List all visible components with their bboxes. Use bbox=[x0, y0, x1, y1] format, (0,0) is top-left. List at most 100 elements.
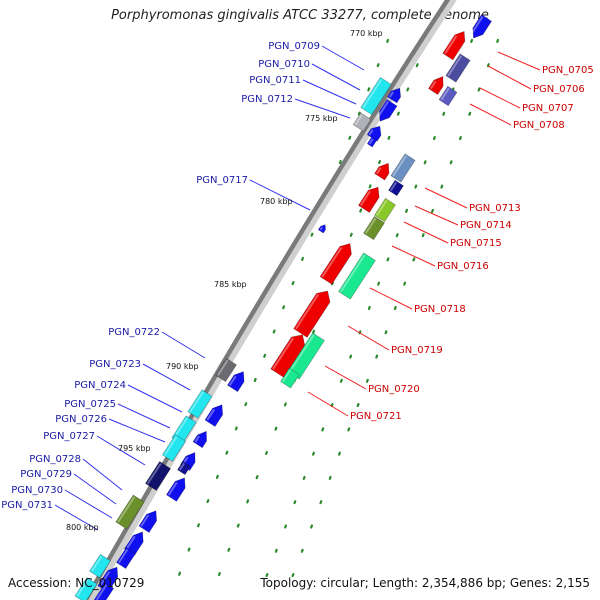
gene-label-left: PGN_0711 bbox=[249, 75, 301, 86]
gene-arrow bbox=[166, 477, 186, 502]
gene-arrow bbox=[293, 290, 331, 338]
gene-feature bbox=[319, 243, 352, 285]
gene-highlight bbox=[354, 114, 363, 126]
gene-highlight bbox=[95, 584, 108, 600]
gene-feature bbox=[428, 76, 444, 95]
position-tick-label: 795 kbp bbox=[118, 444, 151, 453]
gene-label-left: PGN_0709 bbox=[268, 41, 320, 52]
gene-label-left: PGN_0722 bbox=[108, 327, 160, 338]
gene-feature bbox=[438, 85, 458, 107]
leader-line-right bbox=[497, 51, 541, 71]
gene-feature bbox=[469, 14, 492, 39]
gene-feature bbox=[293, 290, 331, 338]
gene-highlight bbox=[288, 334, 315, 373]
gene-highlight bbox=[392, 155, 408, 177]
gene-label-left: PGN_0712 bbox=[241, 94, 293, 105]
gene-highlight bbox=[76, 578, 89, 597]
position-ticks: 770 kbp 775 kbp 780 kbp 785 kbp 790 kbp 795 k… bbox=[66, 29, 383, 532]
gene-label-right: PGN_0707 bbox=[522, 103, 574, 114]
position-tick-label: 780 kbp bbox=[260, 197, 293, 206]
gene-highlight bbox=[375, 199, 388, 216]
gene-highlight bbox=[167, 481, 178, 496]
leader-line-right bbox=[324, 365, 367, 390]
gene-arrow bbox=[162, 434, 186, 462]
gene-highlight bbox=[163, 436, 178, 456]
gene-highlight bbox=[469, 16, 484, 36]
gene-arrow bbox=[319, 243, 352, 285]
gene-arrow bbox=[227, 371, 245, 393]
gene-highlight bbox=[178, 462, 185, 471]
gene-feature bbox=[390, 153, 416, 183]
gene-feature bbox=[215, 357, 237, 383]
leader-line-right bbox=[424, 187, 468, 209]
gene-label-left: PGN_0728 bbox=[29, 454, 81, 465]
gene-labels: PGN_0709 PGN_0710 PGN_0711 PGN_0712 PGN_0717… bbox=[1, 41, 593, 511]
gene-arrow bbox=[187, 389, 213, 419]
leader-line-right bbox=[347, 325, 390, 351]
gene-feature bbox=[338, 252, 376, 300]
position-tick-label: 770 kbp bbox=[350, 29, 383, 38]
gene-highlight bbox=[321, 246, 343, 278]
gene-highlight bbox=[429, 80, 437, 90]
leader-line-left bbox=[108, 418, 166, 443]
gene-feature bbox=[166, 477, 186, 502]
gene-highlight bbox=[228, 375, 237, 386]
gene-feature bbox=[280, 367, 300, 389]
gene-feature bbox=[445, 53, 471, 83]
gene-feature bbox=[138, 510, 157, 533]
gene-feature bbox=[74, 577, 98, 600]
leader-line-right bbox=[391, 245, 436, 267]
leader-line-right bbox=[469, 103, 512, 126]
gene-arrow bbox=[388, 179, 404, 197]
gene-arrow bbox=[445, 53, 471, 83]
leader-line-left bbox=[96, 435, 146, 466]
gene-features bbox=[74, 14, 492, 600]
gene-arrow bbox=[390, 153, 416, 183]
gene-arrow bbox=[215, 357, 237, 383]
backbone-shadow bbox=[84, 0, 457, 600]
map-title: Porphyromonas gingivalis ATCC 33277, com… bbox=[111, 8, 489, 23]
gene-feature bbox=[363, 215, 385, 241]
gene-highlight bbox=[281, 369, 292, 383]
leader-line-left bbox=[82, 458, 123, 491]
gene-label-right: PGN_0715 bbox=[450, 238, 502, 249]
gene-highlight bbox=[389, 181, 398, 192]
gene-arrow bbox=[387, 87, 401, 104]
gene-highlight bbox=[339, 254, 366, 293]
gene-label-right: PGN_0716 bbox=[437, 261, 489, 272]
gene-highlight bbox=[440, 87, 450, 101]
gene-label-left: PGN_0729 bbox=[20, 469, 72, 480]
gene-label-right: PGN_0718 bbox=[414, 304, 466, 315]
gene-highlight bbox=[216, 359, 229, 376]
gene-feature bbox=[360, 76, 392, 116]
gene-label-left: PGN_0725 bbox=[64, 399, 116, 410]
gene-label-left: PGN_0724 bbox=[74, 380, 126, 391]
position-tick-label: 800 kbp bbox=[66, 523, 99, 532]
leader-line-left bbox=[54, 504, 99, 531]
gene-feature bbox=[376, 99, 398, 122]
gene-highlight bbox=[194, 435, 200, 443]
gene-feature bbox=[352, 112, 372, 132]
gene-arrow bbox=[145, 461, 171, 491]
gene-highlight bbox=[388, 91, 394, 98]
gene-arrow bbox=[192, 430, 207, 449]
gene-feature bbox=[116, 547, 136, 569]
gene-feature bbox=[227, 371, 245, 393]
gene-feature bbox=[387, 87, 401, 104]
gene-label-right: PGN_0705 bbox=[542, 65, 594, 76]
gene-highlight bbox=[319, 226, 323, 231]
gene-highlight bbox=[362, 78, 383, 109]
gene-highlight bbox=[359, 190, 371, 207]
gene-label-left: PGN_0726 bbox=[55, 414, 107, 425]
gene-highlight bbox=[90, 555, 103, 572]
gene-arrow bbox=[115, 494, 145, 530]
gene-arrow bbox=[472, 14, 492, 39]
gene-arrow bbox=[374, 197, 396, 223]
gene-label-left: PGN_0723 bbox=[89, 359, 141, 370]
gene-arrow bbox=[89, 553, 111, 579]
topology-text: Topology: circular; Length: 2,354,886 bp… bbox=[260, 576, 590, 590]
gene-highlight bbox=[368, 138, 374, 145]
gene-feature bbox=[177, 460, 191, 476]
gene-feature bbox=[187, 389, 213, 419]
gene-highlight bbox=[375, 167, 382, 175]
